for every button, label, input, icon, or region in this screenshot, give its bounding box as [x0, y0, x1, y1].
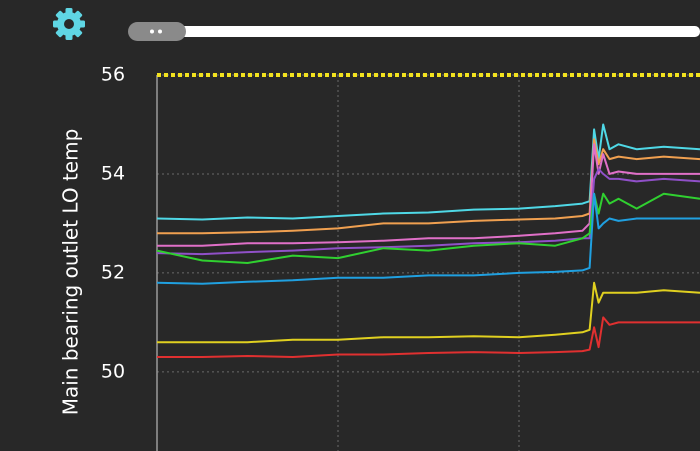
slider-track[interactable]: [180, 26, 700, 37]
series-line: [157, 143, 700, 247]
series-line: [157, 281, 700, 344]
y-tick-label: 50: [101, 360, 125, 382]
slider-dot: [150, 29, 154, 34]
y-axis-title: Main bearing outlet LO temp: [59, 129, 83, 416]
series-line: [156, 192, 700, 285]
series-line: [157, 138, 700, 235]
y-tick-label: 52: [101, 261, 125, 283]
settings-icon[interactable]: [53, 8, 85, 40]
series-line: [156, 192, 700, 264]
series-line: [156, 123, 700, 221]
series-line: [157, 316, 700, 358]
y-tick-label: 54: [101, 162, 125, 184]
series-line: [156, 168, 700, 256]
slider-handle[interactable]: [128, 22, 186, 41]
y-tick-label: 56: [101, 64, 125, 86]
slider-dot: [158, 29, 162, 34]
